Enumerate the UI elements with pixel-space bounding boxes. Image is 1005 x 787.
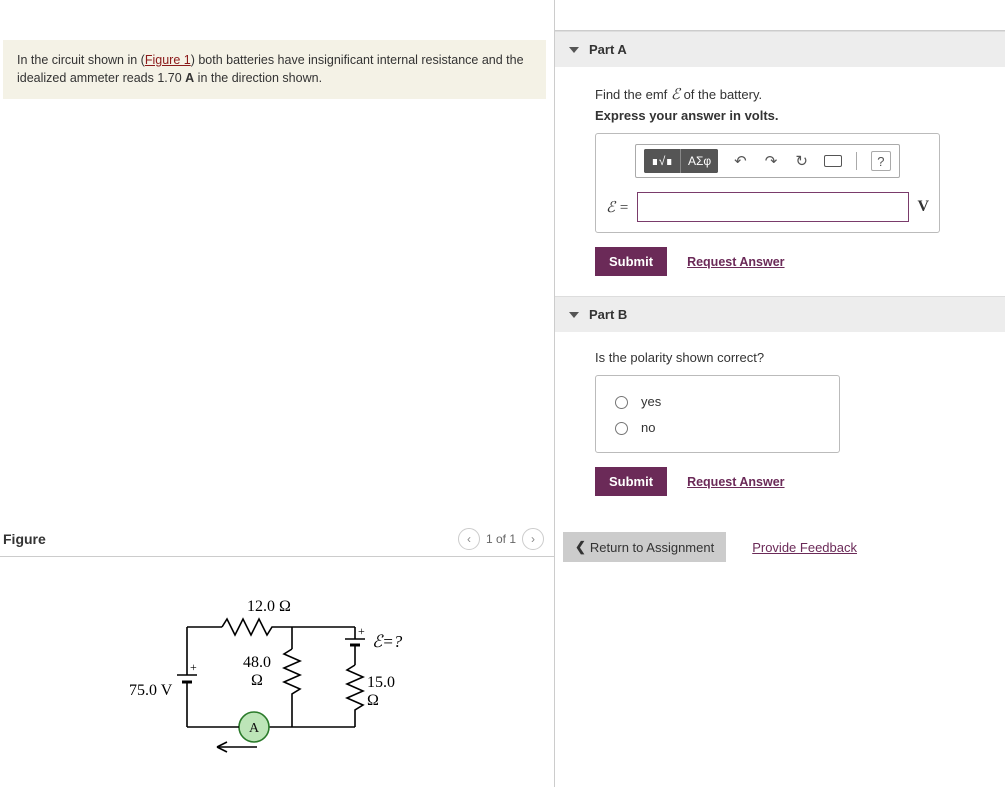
help-icon[interactable]: ? bbox=[871, 151, 891, 171]
toolbar-divider bbox=[856, 152, 857, 170]
caret-down-icon bbox=[569, 312, 579, 318]
submit-button-b[interactable]: Submit bbox=[595, 467, 667, 496]
option-no[interactable]: no bbox=[610, 414, 825, 440]
svg-text:+: + bbox=[358, 624, 365, 638]
part-a-prompt: Find the emf ℰ of the battery. bbox=[595, 85, 1005, 104]
problem-text-end: in the direction shown. bbox=[194, 71, 322, 85]
equation-toolbar: ∎√∎ ΑΣφ ↶ ↷ ↻ ? bbox=[635, 144, 900, 178]
pa-prompt-before: Find the emf bbox=[595, 87, 671, 102]
r-right-unit: Ω bbox=[367, 692, 379, 709]
part-a-title: Part A bbox=[589, 42, 627, 57]
problem-statement: In the circuit shown in (Figure 1) both … bbox=[3, 40, 546, 99]
pa-prompt-after: of the battery. bbox=[680, 87, 762, 102]
figure-section: Figure ‹ 1 of 1 › bbox=[0, 522, 554, 787]
r-mid-val: 48.0 bbox=[243, 654, 271, 671]
figure-body: 12.0 Ω 48.0 Ω 15.0 Ω 75.0 V ℰ=? A + + bbox=[0, 557, 554, 787]
figure-prev-button[interactable]: ‹ bbox=[458, 528, 480, 550]
part-b-prompt: Is the polarity shown correct? bbox=[595, 350, 1005, 365]
pa-prompt-sym: ℰ bbox=[671, 87, 680, 103]
circuit-diagram: 12.0 Ω 48.0 Ω 15.0 Ω 75.0 V ℰ=? A + + bbox=[117, 587, 437, 767]
part-a-instruction: Express your answer in volts. bbox=[595, 108, 1005, 123]
return-label: Return to Assignment bbox=[590, 540, 714, 555]
part-a-header[interactable]: Part A bbox=[555, 31, 1005, 67]
radio-box: yes no bbox=[595, 375, 840, 453]
request-answer-a[interactable]: Request Answer bbox=[687, 255, 784, 269]
r-mid-unit: Ω bbox=[251, 672, 263, 689]
radio-no[interactable] bbox=[615, 422, 628, 435]
redo-icon[interactable]: ↷ bbox=[763, 150, 780, 172]
submit-button-a[interactable]: Submit bbox=[595, 247, 667, 276]
v-left-label: 75.0 V bbox=[129, 682, 173, 699]
option-no-label: no bbox=[641, 420, 655, 435]
problem-text-before: In the circuit shown in ( bbox=[17, 53, 145, 67]
template-button[interactable]: ∎√∎ bbox=[644, 149, 681, 173]
r-top-label: 12.0 Ω bbox=[247, 598, 291, 615]
reset-icon[interactable]: ↻ bbox=[793, 150, 810, 172]
var-label: ℰ = bbox=[606, 198, 629, 217]
undo-icon[interactable]: ↶ bbox=[732, 150, 749, 172]
unit-label: V bbox=[917, 198, 929, 216]
symbols-button[interactable]: ΑΣφ bbox=[681, 149, 718, 173]
feedback-link[interactable]: Provide Feedback bbox=[752, 540, 857, 555]
problem-unit: A bbox=[185, 71, 194, 85]
caret-down-icon bbox=[569, 47, 579, 53]
svg-text:+: + bbox=[190, 660, 197, 674]
figure-nav-text: 1 of 1 bbox=[486, 532, 516, 546]
part-b-header[interactable]: Part B bbox=[555, 296, 1005, 332]
return-button[interactable]: ❮ Return to Assignment bbox=[563, 532, 726, 562]
request-answer-b[interactable]: Request Answer bbox=[687, 475, 784, 489]
answer-input[interactable] bbox=[637, 192, 909, 222]
keyboard-icon[interactable] bbox=[824, 155, 842, 167]
r-right-val: 15.0 bbox=[367, 674, 395, 691]
figure-next-button[interactable]: › bbox=[522, 528, 544, 550]
ammeter-label: A bbox=[249, 721, 260, 736]
radio-yes[interactable] bbox=[615, 396, 628, 409]
figure-link[interactable]: Figure 1 bbox=[145, 53, 191, 67]
part-b-title: Part B bbox=[589, 307, 627, 322]
option-yes[interactable]: yes bbox=[610, 388, 825, 414]
chevron-left-icon: ❮ bbox=[575, 539, 586, 555]
figure-title: Figure bbox=[3, 531, 46, 547]
emf-label: ℰ=? bbox=[372, 632, 403, 651]
answer-box: ∎√∎ ΑΣφ ↶ ↷ ↻ ? ℰ = V bbox=[595, 133, 940, 233]
option-yes-label: yes bbox=[641, 394, 661, 409]
